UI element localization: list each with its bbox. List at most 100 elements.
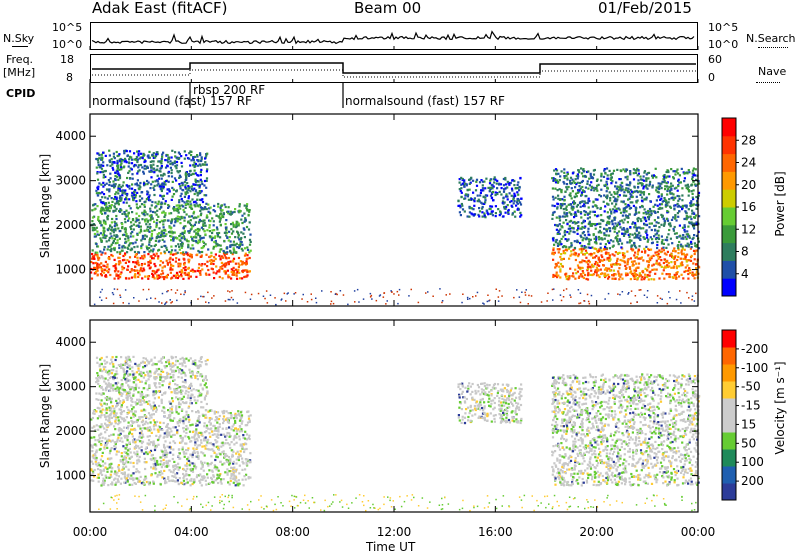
heat-cell: [164, 212, 167, 215]
heat-cell: [642, 185, 646, 188]
heat-cell: [511, 213, 514, 216]
heat-cell: [121, 194, 124, 197]
noise-cell: [659, 297, 662, 300]
heat-cell: [681, 206, 684, 209]
heat-cell: [179, 218, 182, 221]
heat-cell: [178, 441, 182, 444]
heat-cell: [609, 199, 612, 202]
heat-cell: [687, 208, 690, 211]
heat-cell: [214, 411, 217, 414]
heat-cell: [213, 464, 216, 467]
heat-cell: [197, 249, 200, 253]
heat-cell: [225, 458, 228, 461]
heat-cell: [609, 269, 612, 272]
noise-cell: [476, 291, 479, 294]
heat-cell: [582, 175, 585, 178]
heat-cell: [627, 203, 630, 207]
heat-cell: [189, 275, 192, 278]
heat-cell: [138, 195, 142, 198]
heat-cell: [619, 258, 622, 262]
heat-cell: [241, 221, 244, 225]
heat-cell: [571, 226, 574, 229]
heat-cell: [621, 228, 624, 231]
heat-cell: [140, 442, 144, 445]
heat-cell: [587, 227, 590, 230]
noise-cell: [530, 295, 533, 297]
heat-cell: [607, 277, 610, 280]
noise-cell: [441, 301, 443, 304]
heat-cell: [674, 275, 677, 278]
heat-cell: [588, 184, 591, 187]
heat-cell: [672, 216, 675, 219]
heat-cell: [602, 175, 606, 178]
heat-cell: [629, 271, 632, 274]
heat-cell: [642, 259, 645, 262]
heat-cell: [653, 278, 656, 281]
heat-cell: [106, 467, 109, 470]
heat-cell: [107, 207, 110, 210]
heat-cell: [686, 233, 690, 236]
heat-cell: [243, 269, 246, 272]
heat-cell: [156, 209, 159, 212]
heat-cell: [133, 250, 137, 254]
heat-cell: [624, 176, 627, 179]
heat-cell: [152, 186, 155, 189]
heat-cell: [690, 202, 693, 205]
noise-cell: [176, 299, 178, 302]
heat-cell: [152, 167, 155, 170]
heat-cell: [673, 273, 676, 276]
heat-cell: [201, 198, 204, 201]
heat-cell: [626, 272, 629, 275]
heat-cell: [141, 218, 144, 221]
heat-cell: [108, 149, 111, 152]
heat-cell: [112, 228, 116, 231]
heat-cell: [500, 187, 503, 190]
heat-cell: [223, 265, 227, 268]
heat-cell: [108, 236, 111, 239]
heat-cell: [108, 160, 112, 164]
heat-cell: [501, 200, 505, 203]
heat-cell: [156, 202, 159, 206]
heat-cell: [162, 226, 165, 229]
heat-cell: [634, 274, 637, 277]
noise-cell: [167, 290, 169, 292]
heat-cell: [651, 268, 654, 271]
heat-cell: [576, 191, 579, 194]
heat-cell: [114, 193, 117, 196]
heat-cell: [219, 258, 222, 261]
heat-cell: [556, 242, 559, 245]
heat-cell: [230, 466, 233, 469]
heat-cell: [113, 270, 117, 273]
heat-cell: [589, 172, 592, 175]
heat-cell: [182, 267, 185, 270]
heat-cell: [609, 208, 612, 211]
noise-cell: [227, 290, 229, 292]
heat-cell: [189, 269, 192, 272]
heat-cell: [581, 266, 584, 270]
heat-cell: [177, 483, 180, 486]
heat-cell: [666, 219, 670, 222]
heat-cell: [666, 175, 669, 178]
heat-cell: [565, 205, 568, 208]
heat-cell: [156, 276, 159, 279]
heat-cell: [186, 200, 189, 203]
heat-cell: [118, 153, 121, 156]
heat-cell: [558, 188, 561, 191]
heat-cell: [178, 170, 181, 173]
heat-cell: [128, 158, 131, 161]
heat-cell: [111, 200, 114, 203]
heat-cell: [109, 245, 112, 248]
heat-cell: [691, 175, 694, 178]
heat-cell: [158, 471, 161, 474]
heat-cell: [198, 228, 201, 231]
heat-cell: [172, 426, 175, 429]
noise-cell: [244, 291, 247, 294]
heat-cell: [606, 211, 609, 214]
heat-cell: [674, 204, 677, 207]
noise-cell: [207, 291, 209, 294]
heat-cell: [593, 168, 596, 172]
heat-cell: [631, 222, 634, 225]
heat-cell: [563, 215, 566, 218]
heat-cell: [492, 185, 495, 188]
heat-cell: [237, 246, 241, 250]
